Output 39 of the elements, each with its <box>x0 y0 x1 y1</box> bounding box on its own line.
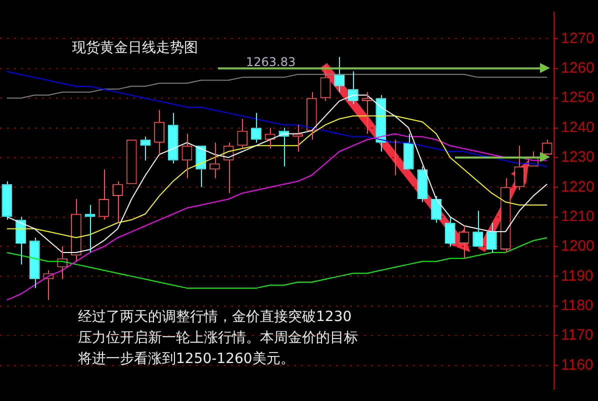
candlestick <box>486 222 497 253</box>
annotation: 1263.83 <box>246 55 297 69</box>
candlestick <box>2 180 12 220</box>
candlestick <box>292 124 303 152</box>
candlestick <box>444 216 456 248</box>
y-tick-label: 1250 <box>561 89 594 106</box>
candlestick <box>29 237 40 289</box>
y-tick-label: 1230 <box>561 148 594 166</box>
candlestick <box>154 109 164 155</box>
y-tick-label: 1200 <box>561 238 594 255</box>
candlestick <box>264 127 276 150</box>
annotation: 经过了两天的调整行情，金价直接突破1230压力位开启新一轮上涨行情。本周金价的目标将进一步看涨到1250-1260美元。 <box>78 308 359 369</box>
candlestick <box>431 196 442 224</box>
candlestick <box>84 204 96 253</box>
candlestick <box>209 142 220 179</box>
candlestick <box>98 168 110 220</box>
candlestick <box>140 136 151 161</box>
candlestick <box>362 92 372 134</box>
candlestick <box>403 133 414 170</box>
y-tick-label: 1240 <box>561 118 594 136</box>
y-tick-label: 1190 <box>561 267 594 284</box>
y-tick-label: 1210 <box>561 208 594 225</box>
candlestick <box>196 146 206 188</box>
candlestick <box>306 92 317 140</box>
candlestick <box>70 198 82 262</box>
y-tick-label: 1220 <box>561 178 594 196</box>
candlestick <box>320 64 331 102</box>
candlestick <box>376 94 386 152</box>
y-tick-label: 1170 <box>561 326 594 344</box>
y-tick-label: 1270 <box>561 30 594 47</box>
candlestick <box>168 112 178 164</box>
candlestick <box>514 145 525 191</box>
text: 现货黄金日线走势图 <box>72 39 198 57</box>
candlestick <box>417 166 428 202</box>
y-tick-label: 1180 <box>561 297 594 314</box>
y-tick-label: 1260 <box>561 60 594 77</box>
candlestick <box>16 216 26 265</box>
y-tick-label: 1160 <box>561 356 594 374</box>
candlestick <box>500 178 511 253</box>
